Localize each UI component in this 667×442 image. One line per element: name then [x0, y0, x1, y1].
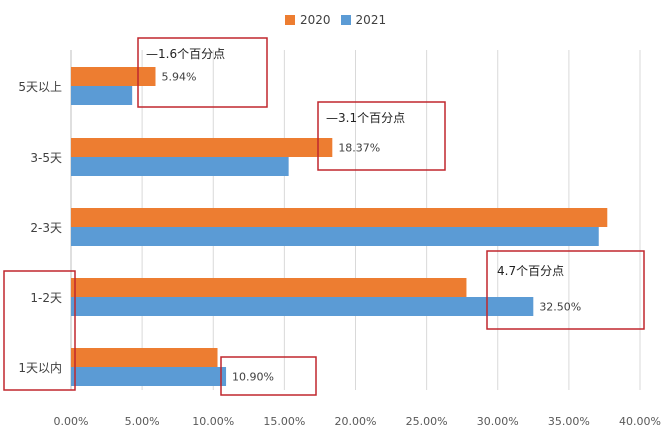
highlight-box-value	[220, 356, 317, 396]
bar-2020	[71, 208, 608, 227]
y-category-label: 1-2天	[30, 291, 62, 305]
annotation-box	[317, 101, 446, 171]
annotation-text: —3.1个百分点	[326, 111, 405, 125]
legend-swatch-2021	[340, 15, 351, 25]
bar-2021	[71, 297, 534, 316]
annotation-text: 4.7个百分点	[497, 264, 564, 278]
legend: 2020 2021	[285, 10, 396, 30]
bar-2020	[71, 67, 156, 86]
legend-item-2021: 2021	[340, 13, 387, 27]
x-tick-label: 30.00%	[477, 415, 519, 428]
bar-2021	[71, 86, 133, 105]
data-label: 32.50%	[539, 301, 581, 314]
bar-2021	[71, 227, 599, 246]
data-label: 5.94%	[161, 71, 196, 84]
legend-label-2020: 2020	[300, 13, 331, 27]
data-label: 18.37%	[338, 142, 380, 155]
x-tick-label: 5.00%	[125, 415, 160, 428]
data-label: 10.90%	[232, 371, 274, 384]
highlight-box-categories	[3, 270, 76, 391]
y-category-label: 3-5天	[30, 151, 62, 165]
x-tick-label: 35.00%	[548, 415, 590, 428]
x-tick-label: 10.00%	[192, 415, 234, 428]
bar-2020	[71, 278, 467, 297]
legend-item-2020: 2020	[285, 13, 331, 27]
x-tick-label: 15.00%	[263, 415, 305, 428]
legend-swatch-2020	[285, 15, 295, 25]
x-tick-label: 20.00%	[335, 415, 377, 428]
y-category-label: 5天以上	[18, 80, 62, 94]
bar-2020	[71, 138, 333, 157]
bar-2021	[71, 367, 227, 386]
y-category-label: 1天以内	[18, 361, 62, 375]
annotation-box	[137, 37, 268, 108]
x-tick-label: 0.00%	[54, 415, 89, 428]
annotation-box	[486, 250, 645, 330]
legend-label-2021: 2021	[355, 13, 387, 27]
x-tick-label: 40.00%	[619, 415, 661, 428]
bar-2021	[71, 157, 289, 176]
y-category-label: 2-3天	[30, 221, 62, 235]
annotation-text: —1.6个百分点	[146, 47, 225, 61]
x-tick-label: 25.00%	[406, 415, 448, 428]
bar-2020	[71, 348, 218, 367]
